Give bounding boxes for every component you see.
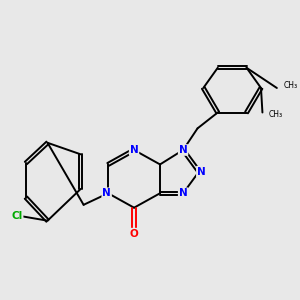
Text: N: N: [130, 145, 138, 155]
Text: N: N: [197, 167, 206, 177]
Text: CH₃: CH₃: [283, 82, 297, 91]
Text: O: O: [130, 229, 138, 238]
Text: CH₃: CH₃: [269, 110, 283, 119]
Text: N: N: [179, 188, 188, 198]
Text: N: N: [102, 188, 111, 198]
Text: N: N: [179, 145, 188, 155]
Text: Cl: Cl: [11, 211, 22, 221]
